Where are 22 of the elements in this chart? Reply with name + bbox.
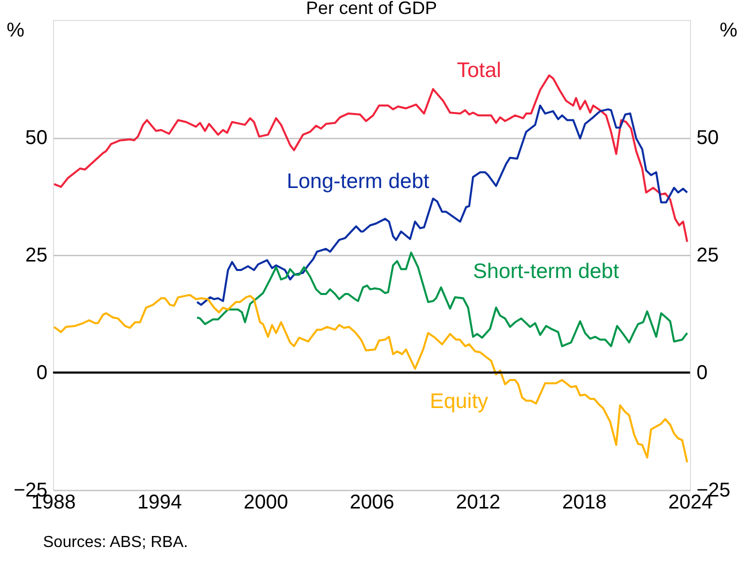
line-series	[196, 252, 688, 348]
x-tick-label: 2018	[562, 492, 607, 514]
series-label: Total	[456, 59, 502, 82]
x-tick-label: 2000	[244, 492, 288, 514]
y2-tick-label: 25	[696, 244, 719, 266]
y2-tick-label: 0	[696, 362, 708, 384]
y2-axis-title: %	[720, 20, 738, 42]
line-series	[53, 294, 688, 464]
y2-tick-label: 50	[696, 127, 719, 149]
source-note: Sources: ABS; RBA.	[43, 534, 188, 551]
series-label: Equity	[430, 390, 489, 413]
y-tick-label: 0	[36, 362, 48, 384]
y-tick-label: 25	[25, 244, 48, 266]
x-tick-label: 2006	[350, 492, 394, 514]
chart-subtitle: Per cent of GDP	[306, 0, 438, 18]
y-axis-title: %	[6, 20, 25, 42]
line-series	[196, 104, 688, 306]
x-tick-label: 2012	[456, 492, 500, 514]
series-label: Long-term debt	[286, 170, 430, 193]
series-label: Short-term debt	[473, 260, 620, 283]
y-tick-label: 50	[25, 127, 48, 149]
x-tick-label: 1994	[137, 492, 182, 514]
